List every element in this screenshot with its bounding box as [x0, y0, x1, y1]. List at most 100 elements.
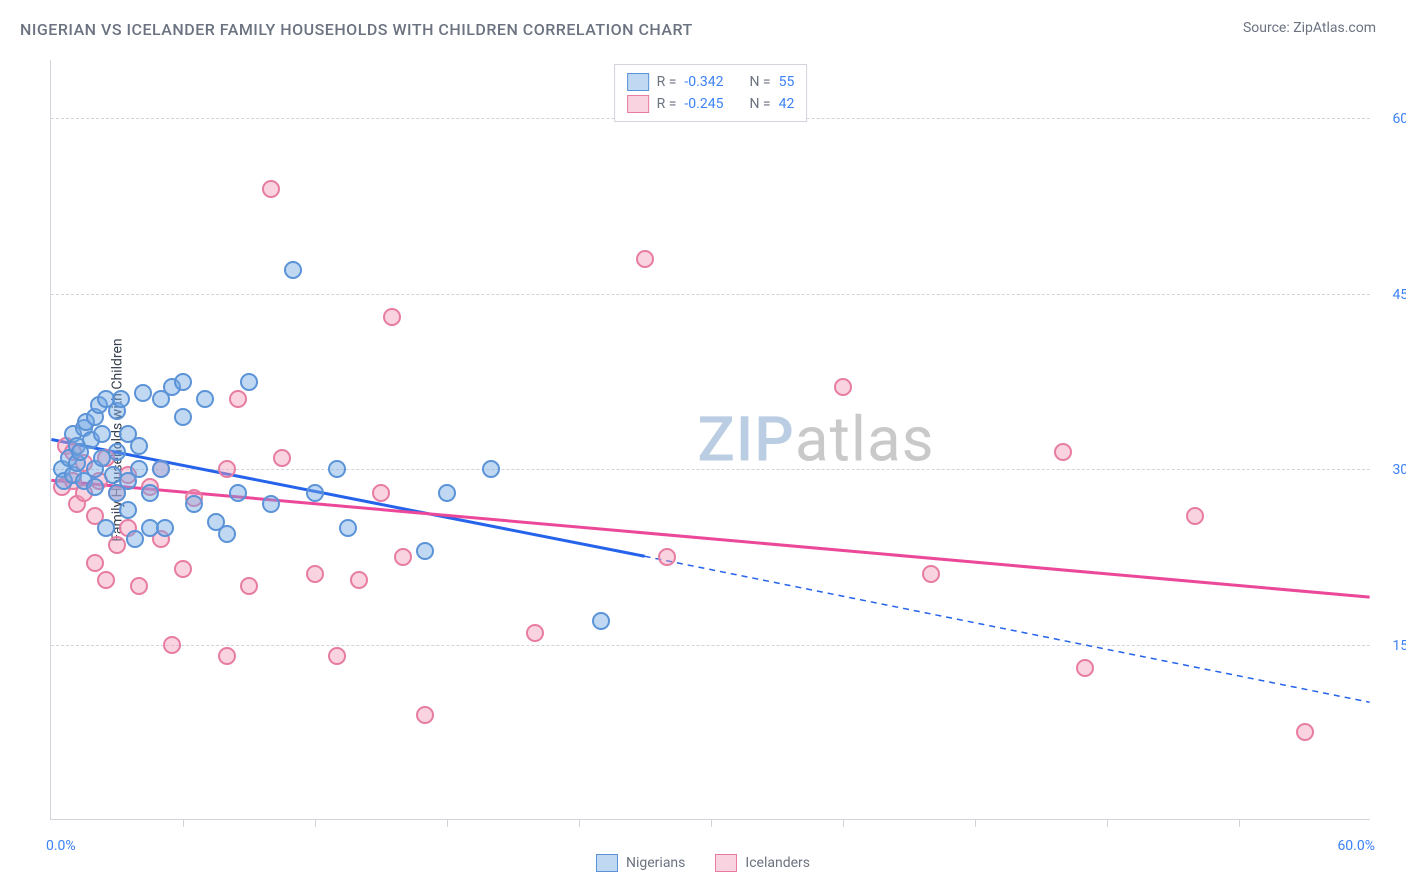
- point-icelanders: [240, 577, 258, 595]
- legend-item-icelanders: Icelanders: [715, 854, 810, 872]
- point-nigerians: [438, 484, 456, 502]
- point-icelanders: [416, 706, 434, 724]
- point-nigerians: [229, 484, 247, 502]
- point-nigerians: [185, 495, 203, 513]
- point-icelanders: [834, 378, 852, 396]
- point-icelanders: [922, 565, 940, 583]
- y-tick-label: 15.0%: [1392, 638, 1406, 654]
- point-nigerians: [339, 519, 357, 537]
- plot-area: Family Households with Children 15.0%30.…: [50, 60, 1370, 820]
- point-nigerians: [592, 612, 610, 630]
- point-nigerians: [97, 519, 115, 537]
- legend-row-icelanders: R = -0.245 N = 42: [627, 93, 795, 115]
- point-icelanders: [218, 647, 236, 665]
- point-nigerians: [284, 261, 302, 279]
- source-value: ZipAtlas.com: [1293, 20, 1376, 36]
- watermark: ZIPatlas: [697, 403, 934, 476]
- point-icelanders: [218, 460, 236, 478]
- point-nigerians: [130, 460, 148, 478]
- point-icelanders: [636, 250, 654, 268]
- x-tick: [975, 819, 976, 827]
- legend-label-nigerians: Nigerians: [626, 855, 685, 871]
- point-icelanders: [1054, 443, 1072, 461]
- watermark-atlas: atlas: [795, 403, 935, 476]
- legend-swatch-nigerians: [627, 73, 649, 91]
- x-tick: [183, 819, 184, 827]
- point-nigerians: [328, 460, 346, 478]
- point-icelanders: [1296, 723, 1314, 741]
- point-nigerians: [196, 390, 214, 408]
- point-nigerians: [174, 408, 192, 426]
- point-icelanders: [97, 571, 115, 589]
- r-value-nigerians: -0.342: [684, 74, 723, 90]
- x-tick: [1107, 819, 1108, 827]
- point-nigerians: [141, 484, 159, 502]
- legend-swatch-nigerians-bottom: [596, 854, 618, 872]
- y-tick-label: 45.0%: [1392, 287, 1406, 303]
- watermark-zip: ZIP: [697, 403, 795, 476]
- r-label: R =: [657, 96, 677, 112]
- n-value-nigerians: 55: [779, 74, 795, 90]
- legend-label-icelanders: Icelanders: [745, 855, 810, 871]
- point-nigerians: [119, 501, 137, 519]
- point-nigerians: [262, 495, 280, 513]
- trend-nigerians-extend: [645, 556, 1370, 702]
- point-nigerians: [240, 373, 258, 391]
- point-nigerians: [126, 530, 144, 548]
- x-tick: [711, 819, 712, 827]
- n-label: N =: [749, 96, 770, 112]
- gridline-h: 45.0%: [51, 294, 1370, 295]
- point-icelanders: [383, 308, 401, 326]
- chart-title: NIGERIAN VS ICELANDER FAMILY HOUSEHOLDS …: [20, 20, 693, 39]
- point-nigerians: [112, 390, 130, 408]
- point-nigerians: [306, 484, 324, 502]
- y-tick-label: 60.0%: [1392, 111, 1406, 127]
- point-icelanders: [86, 554, 104, 572]
- n-value-icelanders: 42: [779, 96, 795, 112]
- n-label: N =: [749, 74, 770, 90]
- chart-container: NIGERIAN VS ICELANDER FAMILY HOUSEHOLDS …: [0, 0, 1406, 892]
- point-icelanders: [1186, 507, 1204, 525]
- legend-row-nigerians: R = -0.342 N = 55: [627, 71, 795, 93]
- r-label: R =: [657, 74, 677, 90]
- point-nigerians: [152, 460, 170, 478]
- x-tick: [843, 819, 844, 827]
- point-nigerians: [108, 443, 126, 461]
- point-icelanders: [229, 390, 247, 408]
- point-nigerians: [174, 373, 192, 391]
- point-nigerians: [93, 425, 111, 443]
- point-icelanders: [163, 636, 181, 654]
- point-nigerians: [218, 525, 236, 543]
- source-label: Source:: [1243, 20, 1293, 36]
- point-icelanders: [174, 560, 192, 578]
- point-icelanders: [328, 647, 346, 665]
- point-icelanders: [262, 180, 280, 198]
- point-nigerians: [130, 437, 148, 455]
- point-nigerians: [156, 519, 174, 537]
- x-tick: [447, 819, 448, 827]
- point-nigerians: [416, 542, 434, 560]
- gridline-h: 15.0%: [51, 645, 1370, 646]
- legend-series: Nigerians Icelanders: [596, 854, 810, 872]
- r-value-icelanders: -0.245: [684, 96, 723, 112]
- legend-item-nigerians: Nigerians: [596, 854, 685, 872]
- point-icelanders: [526, 624, 544, 642]
- x-tick: [1239, 819, 1240, 827]
- point-icelanders: [372, 484, 390, 502]
- point-icelanders: [658, 548, 676, 566]
- x-tick: [579, 819, 580, 827]
- legend-swatch-icelanders: [627, 95, 649, 113]
- legend-correlation: R = -0.342 N = 55 R = -0.245 N = 42: [614, 64, 808, 122]
- legend-swatch-icelanders-bottom: [715, 854, 737, 872]
- point-icelanders: [130, 577, 148, 595]
- point-icelanders: [394, 548, 412, 566]
- point-nigerians: [134, 384, 152, 402]
- point-icelanders: [108, 536, 126, 554]
- point-icelanders: [350, 571, 368, 589]
- point-icelanders: [1076, 659, 1094, 677]
- trend-lines: [51, 60, 1370, 819]
- point-nigerians: [482, 460, 500, 478]
- x-axis-max-label: 60.0%: [1337, 838, 1375, 854]
- point-nigerians: [86, 478, 104, 496]
- y-tick-label: 30.0%: [1392, 462, 1406, 478]
